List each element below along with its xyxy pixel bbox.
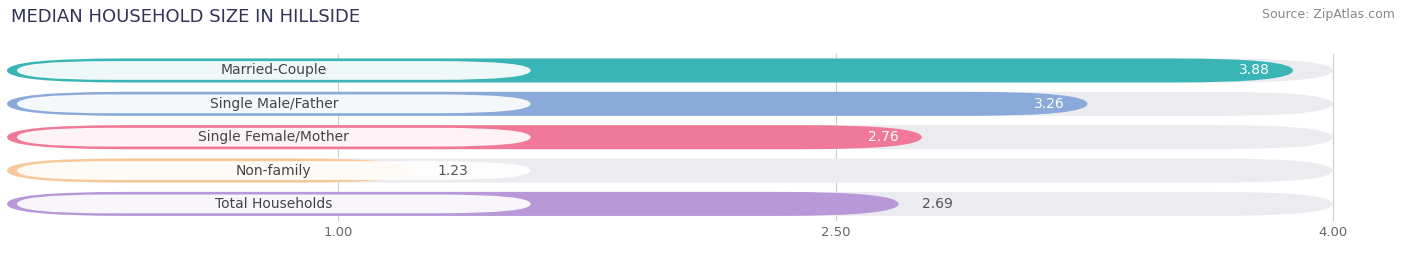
- FancyBboxPatch shape: [7, 58, 1333, 83]
- Text: MEDIAN HOUSEHOLD SIZE IN HILLSIDE: MEDIAN HOUSEHOLD SIZE IN HILLSIDE: [11, 8, 360, 26]
- FancyBboxPatch shape: [7, 192, 1333, 216]
- FancyBboxPatch shape: [7, 92, 1333, 116]
- FancyBboxPatch shape: [17, 61, 530, 80]
- FancyBboxPatch shape: [7, 58, 1294, 83]
- FancyBboxPatch shape: [17, 94, 530, 113]
- Text: Single Male/Father: Single Male/Father: [209, 97, 337, 111]
- FancyBboxPatch shape: [7, 158, 415, 183]
- FancyBboxPatch shape: [7, 125, 922, 149]
- FancyBboxPatch shape: [17, 128, 530, 147]
- Text: Single Female/Mother: Single Female/Mother: [198, 130, 349, 144]
- FancyBboxPatch shape: [17, 161, 530, 180]
- FancyBboxPatch shape: [7, 158, 1333, 183]
- Text: 2.69: 2.69: [922, 197, 953, 211]
- FancyBboxPatch shape: [17, 194, 530, 213]
- Text: 1.23: 1.23: [437, 164, 468, 178]
- Text: 2.76: 2.76: [868, 130, 898, 144]
- FancyBboxPatch shape: [7, 125, 1333, 149]
- Text: 3.88: 3.88: [1239, 63, 1270, 77]
- FancyBboxPatch shape: [7, 92, 1087, 116]
- Text: Total Households: Total Households: [215, 197, 332, 211]
- Text: Married-Couple: Married-Couple: [221, 63, 328, 77]
- Text: 3.26: 3.26: [1033, 97, 1064, 111]
- Text: Source: ZipAtlas.com: Source: ZipAtlas.com: [1261, 8, 1395, 21]
- FancyBboxPatch shape: [7, 192, 898, 216]
- Text: Non-family: Non-family: [236, 164, 312, 178]
